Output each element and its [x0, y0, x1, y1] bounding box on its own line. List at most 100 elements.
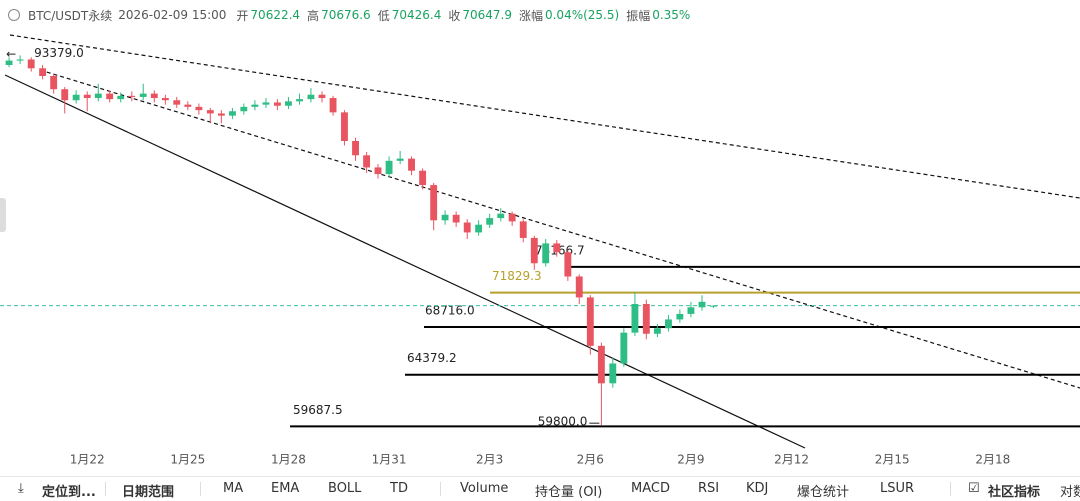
field-label: 振幅	[626, 8, 651, 23]
candle-body	[5, 60, 13, 65]
settings-icon[interactable]	[8, 9, 20, 21]
candle-body	[519, 221, 527, 238]
indicator-button[interactable]: Volume	[460, 481, 509, 496]
candle-body	[184, 104, 192, 107]
high-label: 93379.0	[34, 46, 84, 60]
candle-body	[139, 93, 147, 97]
candle-body	[307, 94, 315, 100]
candle-body	[575, 276, 583, 298]
candle-body	[385, 160, 393, 175]
candle-body	[128, 95, 136, 97]
candle-body	[173, 100, 181, 105]
indicator-button[interactable]: KDJ	[746, 481, 769, 496]
ohlc-header: BTC/USDT永续 2026-02-09 15:00 开 70622.4 高 706…	[8, 6, 690, 24]
candle-body	[72, 94, 80, 101]
candle-body	[609, 363, 617, 384]
candle-body	[329, 98, 337, 113]
candle-body	[542, 243, 550, 264]
candle-body	[363, 155, 371, 168]
indicator-button[interactable]: TD	[390, 481, 408, 496]
level-label: 64379.2	[407, 351, 457, 365]
candle-body	[653, 328, 661, 334]
candle-body	[27, 59, 35, 69]
candle-body	[709, 305, 717, 307]
candle-body	[217, 113, 225, 116]
candle-body	[352, 140, 359, 156]
community-icon[interactable]: ☑	[968, 481, 980, 496]
candle-body	[161, 98, 169, 101]
candle-body	[676, 313, 684, 320]
panel-handle[interactable]	[0, 198, 6, 232]
indicator-button[interactable]: BOLL	[328, 481, 362, 496]
candles	[5, 55, 717, 426]
indicator-button[interactable]: MACD	[631, 481, 670, 496]
range-button[interactable]: 日期范围	[122, 485, 175, 500]
candle-body	[229, 111, 236, 116]
candle-body	[285, 101, 292, 106]
candle-body	[341, 112, 348, 141]
time: 2026-02-09 15:00	[118, 8, 227, 22]
candle-body	[94, 93, 102, 99]
symbol: BTC/USDT永续	[28, 8, 113, 23]
candle-body	[508, 213, 516, 222]
indicator-button[interactable]: 爆仓统计	[797, 485, 850, 500]
toolbar: ⤓ 定位到... 日期范围 ☑ 社区指标 对数 MA EMA BOLL TD Volum…	[0, 476, 1080, 501]
candle-body	[497, 213, 505, 219]
field-value: 0.35%	[652, 8, 691, 22]
candle-body	[665, 319, 672, 329]
candle-body	[441, 214, 449, 221]
candle-body	[553, 243, 561, 253]
high-arrow: ←	[6, 47, 16, 61]
separator	[105, 482, 106, 496]
candle-body	[374, 167, 382, 175]
x-tick-label: 2月18	[975, 453, 1010, 467]
candle-body	[642, 304, 650, 334]
indicator-button[interactable]: LSUR	[880, 481, 915, 496]
field-label: 低	[377, 8, 390, 23]
indicator-button[interactable]: 持仓量 (OI)	[535, 485, 603, 500]
candle-body	[318, 94, 326, 99]
candle-body	[61, 89, 69, 101]
x-tick-label: 2月9	[677, 453, 704, 467]
candle-body	[631, 304, 639, 333]
candle-body	[463, 222, 471, 233]
level-label: 71829.3	[492, 269, 542, 283]
candle-body	[530, 237, 538, 264]
field-value: 70676.6	[321, 8, 371, 22]
log-button[interactable]: 对数	[1060, 485, 1080, 500]
field-value: 70426.4	[391, 8, 442, 22]
candle-body	[430, 185, 438, 221]
candle-body	[251, 104, 259, 107]
community-button[interactable]: 社区指标	[988, 485, 1041, 500]
candle-body	[262, 102, 270, 105]
x-tick-label: 1月28	[271, 453, 306, 467]
candle-body	[16, 59, 24, 61]
chart: 1月221月251月281月312月32月62月92月122月152月18741…	[0, 34, 1080, 467]
candle-body	[486, 218, 494, 225]
candle-body	[240, 106, 248, 112]
x-tick-label: 1月25	[170, 453, 205, 467]
candle-body	[396, 158, 404, 161]
candle-body	[50, 76, 58, 90]
indicator-button[interactable]: EMA	[271, 481, 300, 496]
candle-body	[117, 95, 125, 100]
field-label: 高	[307, 8, 320, 23]
field-value: 70647.9	[462, 8, 512, 22]
candle-body	[150, 93, 158, 99]
candle-body	[296, 99, 303, 102]
indicator-button[interactable]: MA	[223, 481, 244, 496]
separator	[440, 482, 441, 496]
locate-button[interactable]: 定位到...	[42, 485, 96, 500]
locate-icon[interactable]: ⤓	[18, 481, 24, 496]
trend-line	[39, 69, 1080, 389]
field-label: 开	[236, 8, 249, 23]
candle-body	[106, 93, 114, 100]
candle-body	[475, 224, 483, 233]
x-tick-label: 2月3	[476, 453, 503, 467]
indicator-button[interactable]: RSI	[698, 481, 720, 496]
x-tick-label: 2月15	[875, 453, 910, 467]
candle-body	[698, 301, 706, 308]
separator	[200, 482, 201, 496]
candle-body	[273, 102, 281, 106]
